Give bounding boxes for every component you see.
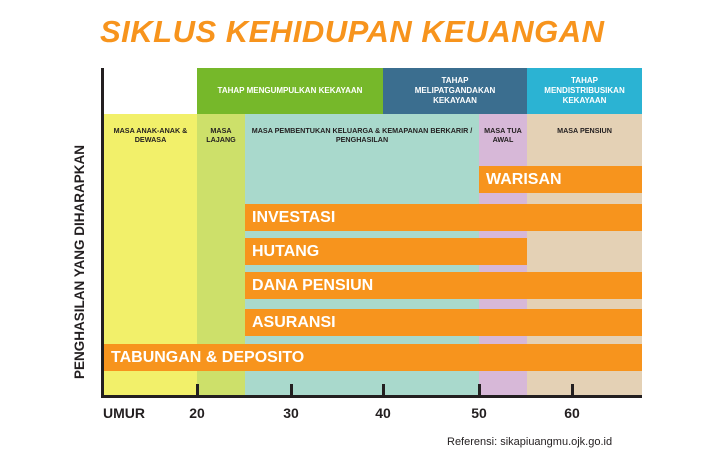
x-axis-tick [477, 384, 481, 396]
y-axis-line [101, 68, 104, 398]
bar-dana-pensiun: DANA PENSIUN [245, 272, 642, 299]
x-axis-tick-label: 60 [564, 405, 580, 421]
x-axis-tick-label: 30 [283, 405, 299, 421]
x-axis-tick [381, 384, 385, 396]
bar-warisan: WARISAN [479, 166, 642, 193]
x-axis-tick-label: 40 [375, 405, 391, 421]
phase-header: TAHAP MELIPATGANDAKAN KEKAYAAN [383, 68, 527, 114]
x-axis-tick [570, 384, 574, 396]
x-axis-tick-label: 50 [471, 405, 487, 421]
x-axis-tick-label: 20 [189, 405, 205, 421]
x-axis-tick [289, 384, 293, 396]
x-axis-label: UMUR [103, 405, 145, 421]
x-axis-line [101, 395, 642, 398]
bar-asuransi: ASURANSI [245, 309, 642, 336]
phase-header: TAHAP MENGUMPULKAN KEKAYAAN [197, 68, 383, 114]
reference-text: Referensi: sikapiuangmu.ojk.go.id [447, 436, 613, 448]
x-axis-tick [195, 384, 199, 396]
y-axis-label: PENGHASILAN YANG DIHARAPKAN [72, 144, 87, 380]
page-title: SIKLUS KEHIDUPAN KEUANGAN [100, 14, 605, 49]
phase-header: TAHAP MENDISTRIBUSIKAN KEKAYAAN [527, 68, 642, 114]
bar-investasi: INVESTASI [245, 204, 642, 231]
bar-hutang: HUTANG [245, 238, 527, 265]
bar-tabungan-deposito: TABUNGAN & DEPOSITO [104, 344, 642, 371]
